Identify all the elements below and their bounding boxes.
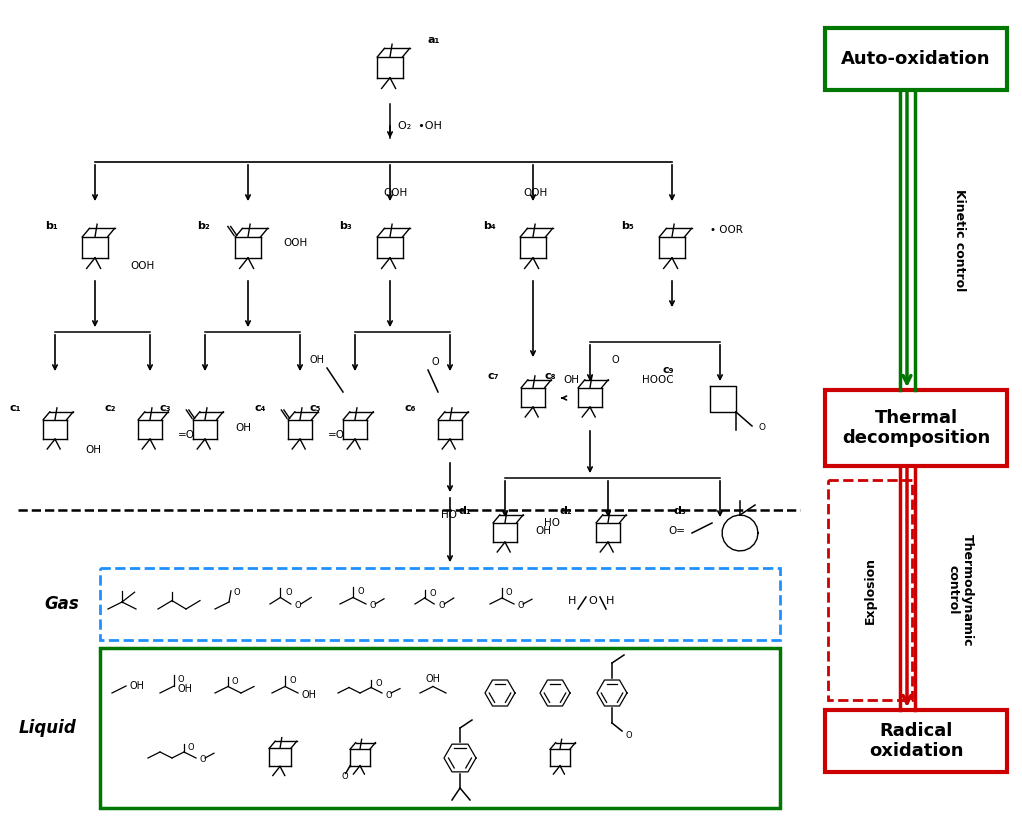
Text: OH: OH bbox=[85, 445, 101, 455]
Text: c₉: c₉ bbox=[662, 365, 673, 375]
Text: O: O bbox=[199, 755, 205, 764]
Text: a₁: a₁ bbox=[428, 35, 440, 45]
Bar bbox=[825, 28, 1007, 90]
Text: O: O bbox=[506, 588, 513, 597]
Text: O: O bbox=[357, 587, 364, 596]
Text: Kinetic control: Kinetic control bbox=[954, 189, 967, 291]
Text: c₄: c₄ bbox=[254, 403, 266, 413]
Bar bbox=[100, 648, 780, 808]
Text: OOH: OOH bbox=[283, 238, 308, 248]
Text: HO: HO bbox=[544, 518, 560, 528]
Text: OH: OH bbox=[235, 423, 251, 433]
Text: b₃: b₃ bbox=[339, 221, 353, 231]
Text: OOH: OOH bbox=[383, 188, 407, 198]
Text: c₇: c₇ bbox=[487, 371, 499, 381]
Text: H: H bbox=[606, 596, 614, 606]
Text: H: H bbox=[568, 596, 576, 606]
Text: O: O bbox=[294, 602, 301, 611]
Text: OOH: OOH bbox=[523, 188, 547, 198]
Text: O: O bbox=[438, 602, 445, 611]
Text: d₁: d₁ bbox=[459, 506, 471, 516]
Text: OOH: OOH bbox=[130, 261, 154, 271]
Text: c₃: c₃ bbox=[159, 403, 171, 413]
Text: OH: OH bbox=[310, 355, 325, 365]
Text: d₂: d₂ bbox=[560, 506, 572, 516]
Bar bbox=[100, 568, 780, 640]
Text: O: O bbox=[188, 743, 194, 752]
Bar bbox=[825, 390, 1007, 466]
Text: Auto-oxidation: Auto-oxidation bbox=[841, 50, 990, 68]
Text: b₅: b₅ bbox=[621, 221, 635, 231]
Text: • OOR: • OOR bbox=[710, 225, 743, 235]
Text: O=: O= bbox=[668, 526, 685, 536]
Text: O: O bbox=[588, 596, 597, 606]
Text: O: O bbox=[385, 690, 391, 699]
Text: O: O bbox=[289, 677, 295, 686]
Text: Radical
oxidation: Radical oxidation bbox=[869, 722, 964, 760]
Text: b₁: b₁ bbox=[45, 221, 57, 231]
Text: O₂  •OH: O₂ •OH bbox=[398, 121, 442, 131]
Text: O: O bbox=[232, 677, 238, 686]
Text: O: O bbox=[285, 589, 292, 598]
Bar bbox=[828, 480, 912, 700]
Bar bbox=[825, 710, 1007, 772]
Text: OH: OH bbox=[563, 375, 579, 385]
Text: c₆: c₆ bbox=[405, 403, 416, 413]
Text: c₂: c₂ bbox=[104, 403, 115, 413]
Text: b₄: b₄ bbox=[482, 221, 496, 231]
Text: d₃: d₃ bbox=[673, 506, 687, 516]
Text: O: O bbox=[234, 588, 240, 597]
Text: c₅: c₅ bbox=[310, 403, 321, 413]
Text: OH: OH bbox=[425, 674, 440, 684]
Text: O: O bbox=[611, 355, 618, 365]
Text: O: O bbox=[429, 589, 436, 599]
Text: Gas: Gas bbox=[45, 595, 80, 613]
Text: O: O bbox=[625, 731, 632, 740]
Text: HOOC: HOOC bbox=[642, 375, 673, 385]
Text: OH: OH bbox=[177, 684, 192, 694]
Text: O: O bbox=[369, 602, 376, 611]
Text: O: O bbox=[758, 424, 765, 433]
Text: HO: HO bbox=[442, 510, 457, 520]
Text: O: O bbox=[178, 675, 185, 684]
Text: O: O bbox=[375, 679, 381, 688]
Text: Liquid: Liquid bbox=[19, 719, 77, 737]
Text: O: O bbox=[432, 357, 439, 367]
Text: =O: =O bbox=[178, 430, 195, 440]
Text: =O: =O bbox=[328, 430, 345, 440]
Text: OH: OH bbox=[129, 681, 144, 691]
Text: O: O bbox=[341, 773, 349, 782]
Text: O: O bbox=[517, 602, 523, 611]
Text: b₂: b₂ bbox=[197, 221, 211, 231]
Text: Thermodynamic
control: Thermodynamic control bbox=[946, 534, 974, 646]
Text: Thermal
decomposition: Thermal decomposition bbox=[842, 409, 990, 447]
Text: c₈: c₈ bbox=[544, 371, 556, 381]
Text: OH: OH bbox=[535, 526, 551, 536]
Text: OH: OH bbox=[301, 690, 316, 700]
Text: Explosion: Explosion bbox=[864, 557, 877, 623]
Text: c₁: c₁ bbox=[9, 403, 20, 413]
